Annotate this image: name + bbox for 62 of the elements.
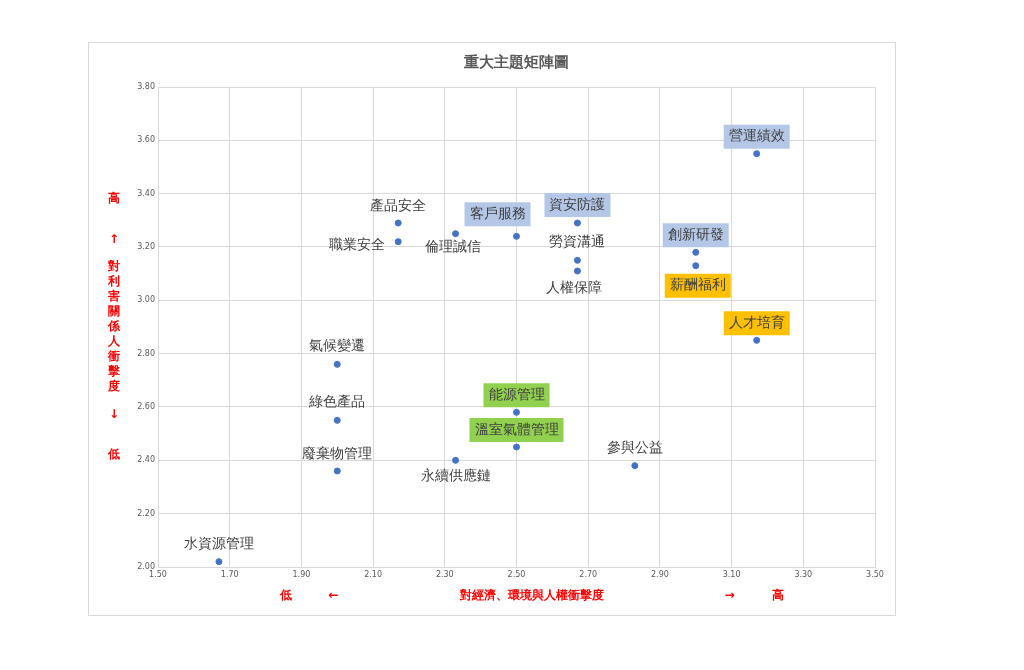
annotation: 能源管理 [488,385,545,402]
point [573,256,581,264]
y-tick-label: 2.80 [137,348,155,358]
annotation: 產品安全 [370,196,427,213]
annotation: 廢棄物管理 [302,444,373,461]
point [215,558,223,566]
point [394,238,402,246]
annotation: 永續供應鏈 [420,466,491,483]
point [692,262,700,270]
point [753,336,761,344]
annotation: 營運績效 [728,127,785,144]
x-tick-label: 3.10 [722,569,741,579]
x-tick-label: 3.50 [866,569,884,579]
annotation: 人權保障 [546,278,603,295]
point [573,219,581,227]
annotation: 人才培育 [728,313,785,330]
annotation: 資安防護 [549,195,606,212]
point [573,267,581,275]
annotation: 勞資溝通 [549,232,606,249]
point [333,416,341,424]
y-tick-label: 2.00 [137,562,155,572]
x-tick-label: 2.90 [650,569,669,579]
point [513,232,520,240]
y-tick-label: 3.20 [137,242,155,252]
point [513,408,520,416]
chart-title: 重大主題矩陣圖 [463,52,569,71]
x-tick-label: 1.90 [292,569,311,579]
point [753,150,761,158]
annotation: 薪酬福利 [669,276,726,293]
point [394,219,402,227]
annotation: 創新研發 [667,225,724,242]
x-tick-label: 2.30 [435,569,454,579]
point [513,443,520,451]
x-tick-label: 1.70 [220,569,239,579]
annotation: 氣候變遷 [309,336,366,353]
y-tick-label: 3.40 [137,188,155,198]
point [692,248,700,256]
point [452,230,460,238]
annotation: 客戶服務 [469,204,526,221]
point [631,462,639,470]
text: 高 ↑ 對利害關係人衝擊度 ↓ 低 [108,191,120,462]
x-tick-label: 2.50 [507,569,526,579]
annotation: 溫室氣體管理 [474,420,559,437]
annotation: 水資源管理 [183,535,254,552]
annotation: 綠色產品 [308,392,366,409]
x-tick-label: 2.10 [364,569,383,579]
text: 低 ← 對經濟、環境與人權衝擊度 → 高 [279,588,784,603]
x-tick-label: 1.50 [149,569,167,579]
y-tick-label: 3.00 [137,295,155,305]
annotation: 職業安全 [329,236,386,253]
point [333,360,341,368]
y-tick-label: 2.40 [137,455,155,465]
annotation: 參與公益 [606,439,663,456]
y-tick-label: 3.80 [137,82,155,92]
point [452,456,460,464]
y-tick-label: 2.20 [137,508,155,518]
y-tick-label: 3.60 [137,135,155,145]
y-tick-label: 2.60 [137,402,155,412]
x-tick-label: 3.30 [794,569,813,579]
annotation: 倫理誠信 [423,238,481,255]
x-tick-label: 2.70 [579,569,598,579]
point [333,467,341,475]
